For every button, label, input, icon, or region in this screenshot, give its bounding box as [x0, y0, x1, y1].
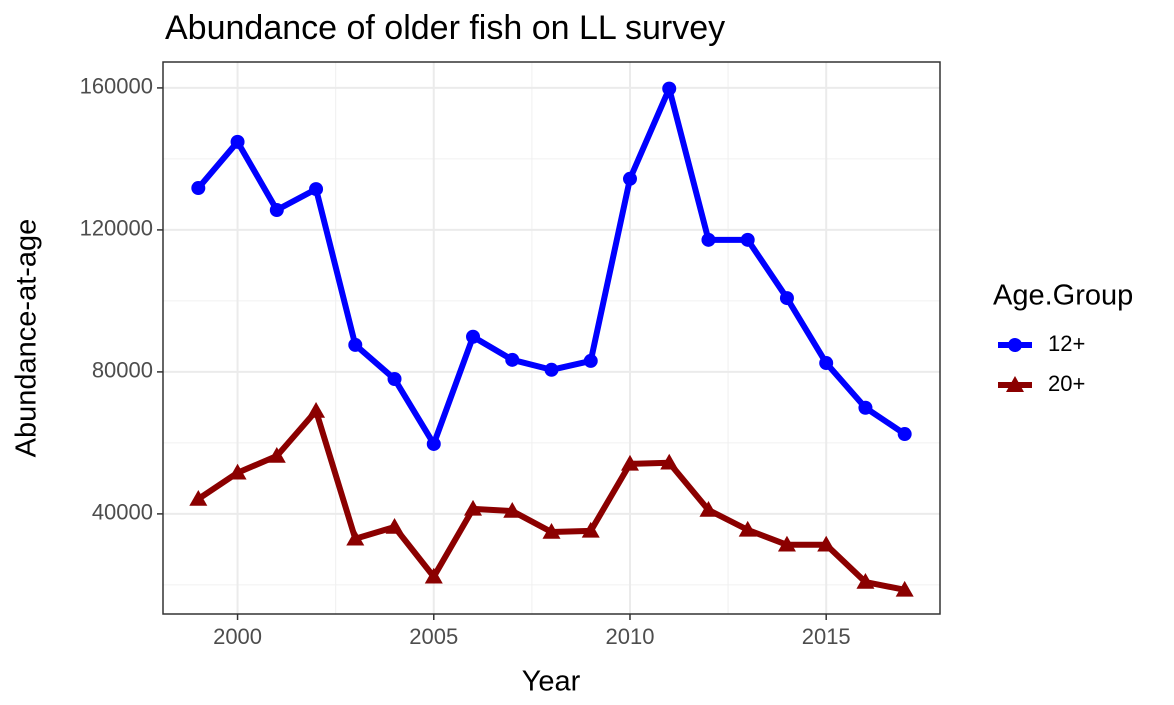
marker	[779, 291, 794, 306]
marker	[897, 427, 912, 442]
marker	[817, 535, 836, 552]
marker	[228, 463, 247, 480]
marker	[348, 337, 363, 352]
y-tick-label: 160000	[80, 74, 153, 99]
marker	[230, 134, 245, 149]
marker	[819, 356, 834, 371]
marker	[466, 329, 481, 344]
marker	[426, 436, 441, 451]
marker	[544, 362, 559, 377]
marker	[385, 518, 404, 534]
y-axis-label: Abundance-at-age	[11, 219, 43, 458]
marker	[346, 529, 365, 546]
marker	[307, 401, 326, 418]
x-axis-label: Year	[522, 666, 581, 698]
marker	[267, 447, 286, 463]
marker	[189, 489, 208, 506]
marker	[503, 502, 522, 518]
marker	[660, 453, 679, 470]
marker	[701, 232, 716, 247]
marker	[387, 372, 402, 387]
marker	[856, 573, 875, 589]
marker	[505, 352, 520, 367]
marker	[542, 522, 561, 539]
chart-title: Abundance of older fish on LL survey	[165, 9, 725, 47]
legend-marker	[1008, 338, 1022, 352]
plot-border	[162, 61, 941, 615]
legend-label: 12+	[1048, 331, 1085, 356]
marker	[269, 203, 284, 218]
marker	[309, 182, 324, 197]
marker	[622, 171, 637, 186]
marker	[620, 454, 639, 471]
marker	[583, 353, 598, 368]
y-tick-label: 80000	[92, 358, 153, 383]
legend-title: Age.Group	[993, 280, 1133, 312]
x-tick-label: 2015	[802, 624, 851, 649]
marker	[191, 181, 206, 196]
marker	[581, 521, 600, 538]
x-tick-label: 2000	[213, 624, 262, 649]
marker	[777, 535, 796, 552]
y-tick-label: 40000	[92, 500, 153, 525]
marker	[858, 400, 873, 415]
marker	[424, 567, 443, 584]
marker	[740, 232, 755, 247]
x-tick-label: 2010	[606, 624, 655, 649]
legend-marker	[1006, 376, 1024, 392]
marker	[738, 520, 757, 537]
x-tick-label: 2005	[409, 624, 458, 649]
marker	[662, 81, 677, 96]
marker	[464, 499, 483, 516]
y-tick-label: 120000	[80, 216, 153, 241]
marker	[699, 500, 718, 517]
marker	[895, 580, 914, 597]
legend-label: 20+	[1048, 371, 1085, 396]
